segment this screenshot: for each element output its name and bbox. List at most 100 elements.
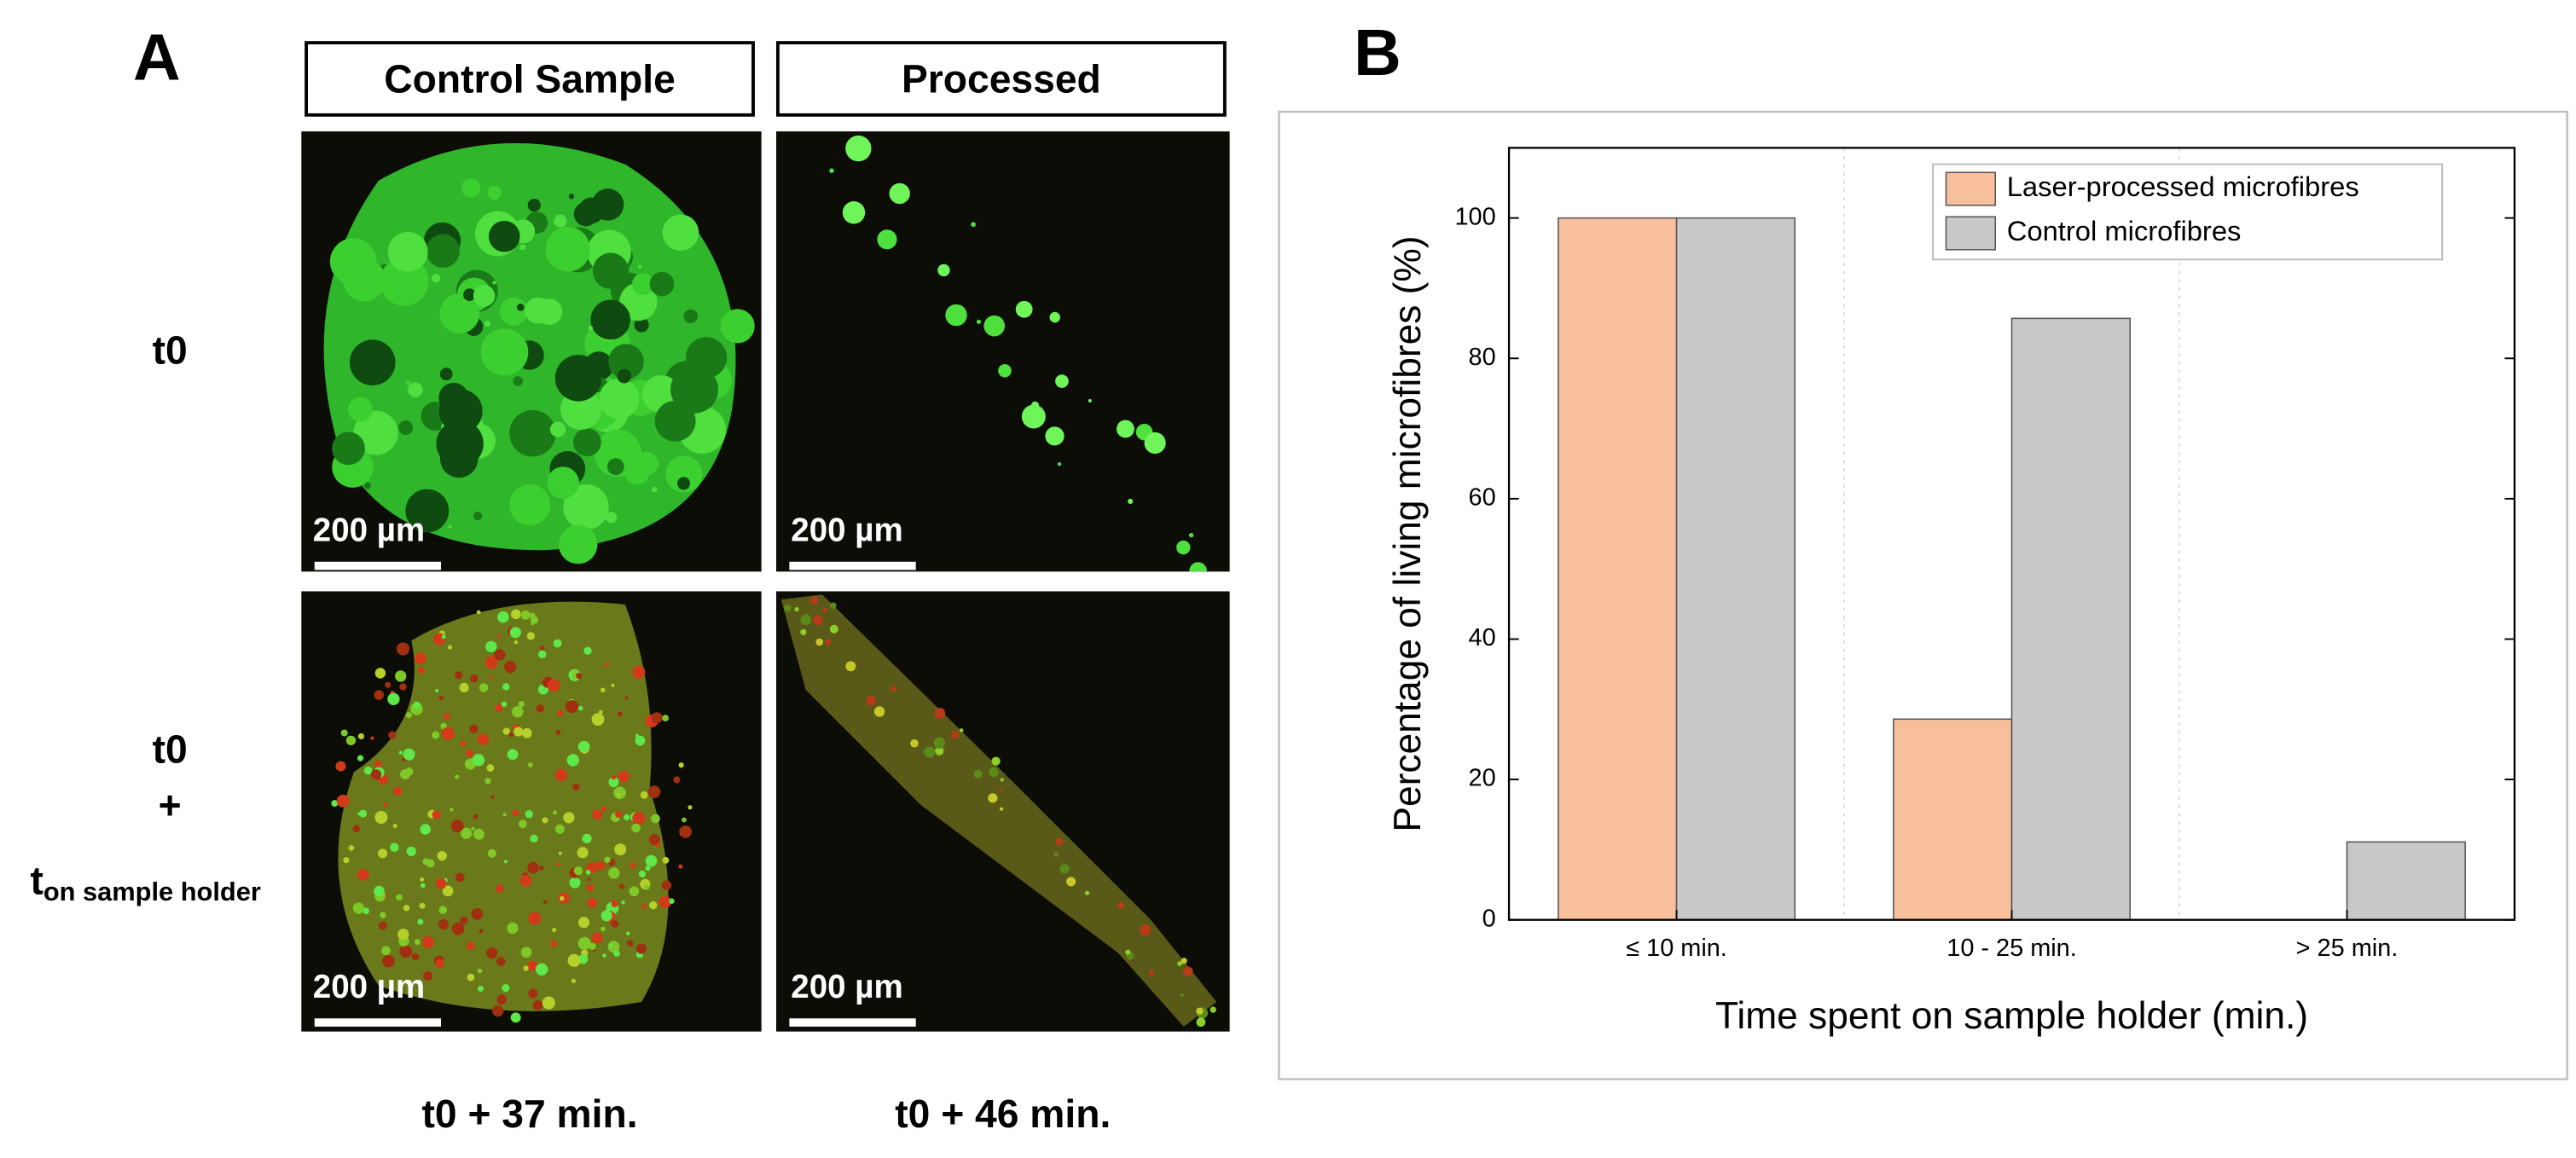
cell (526, 632, 536, 640)
micrographs (301, 131, 1230, 1032)
column-header: Processed (902, 57, 1101, 101)
cell (600, 910, 612, 922)
cell (450, 808, 454, 812)
cell (496, 884, 504, 893)
cell (547, 466, 579, 499)
tissue (338, 601, 669, 1011)
cell (599, 379, 640, 420)
cell (472, 754, 485, 767)
y-tick-label: 0 (1482, 905, 1496, 932)
y-tick-label: 40 (1469, 624, 1496, 651)
cell (573, 428, 601, 457)
y-tick-label: 80 (1469, 344, 1496, 371)
cell (463, 288, 476, 301)
cell (494, 649, 506, 661)
cell (552, 927, 557, 933)
cell (335, 761, 346, 772)
cell (513, 727, 524, 737)
cell (509, 483, 551, 526)
cell (934, 708, 946, 719)
cell (438, 906, 448, 914)
cell (1015, 300, 1033, 318)
cell (1000, 778, 1004, 782)
cell (1144, 431, 1166, 455)
cell (513, 376, 523, 386)
cell (625, 931, 630, 935)
cell (492, 281, 496, 285)
cell (601, 806, 607, 812)
cell (577, 847, 589, 859)
cell (563, 483, 609, 530)
cell (435, 877, 447, 889)
cell (1021, 404, 1046, 429)
cell (678, 864, 683, 869)
cell (591, 713, 605, 727)
cell (1000, 807, 1004, 811)
cell (484, 656, 498, 669)
cell (509, 409, 556, 457)
cell (377, 848, 388, 859)
cell (678, 762, 684, 768)
cell (998, 788, 1002, 793)
cell (511, 609, 521, 620)
cell (357, 812, 362, 816)
cell (1181, 958, 1187, 964)
cell (645, 866, 651, 871)
cell (608, 344, 644, 379)
cell (496, 994, 507, 1005)
cell (486, 336, 495, 345)
cell (431, 273, 441, 283)
cell (348, 845, 355, 851)
cell (398, 750, 403, 755)
cell (343, 258, 386, 302)
cell (519, 819, 527, 829)
cell (492, 1005, 504, 1017)
cell (403, 905, 410, 912)
cell (1196, 1007, 1204, 1015)
cell (509, 627, 521, 639)
cell (486, 764, 495, 772)
cell (485, 640, 497, 652)
cell (800, 628, 807, 635)
cell (976, 319, 981, 324)
cell (466, 941, 475, 951)
cell (488, 220, 520, 252)
row-label: t0 (153, 727, 188, 771)
cell (532, 999, 543, 1010)
cell (555, 729, 561, 735)
cell (617, 711, 623, 717)
cell (618, 770, 630, 783)
cell (830, 602, 837, 610)
scale-bars: 200 µm 200 µm 200 µm 200 µm (313, 512, 916, 1027)
scale-bar (789, 1018, 916, 1027)
cell (502, 813, 507, 817)
cell (617, 368, 632, 384)
cell (499, 297, 528, 326)
cell (629, 862, 636, 869)
cell (476, 610, 481, 615)
cell (661, 880, 672, 891)
cell (340, 729, 348, 737)
cell (877, 229, 897, 250)
cell (374, 690, 385, 700)
cell (523, 965, 529, 971)
cell (442, 885, 454, 897)
cell (1210, 1006, 1216, 1013)
cell (577, 705, 583, 711)
cell (530, 834, 538, 842)
cell (1128, 498, 1134, 504)
cell (600, 687, 606, 693)
cell (554, 824, 565, 834)
x-tick-label: ≤ 10 min. (1626, 935, 1727, 962)
cell (606, 458, 624, 476)
cell (528, 762, 533, 767)
cell (331, 800, 339, 808)
cell (842, 201, 866, 224)
cell (566, 754, 579, 767)
cell (503, 860, 508, 864)
row-label: t0 (153, 327, 188, 372)
cell (951, 731, 960, 739)
cell (631, 273, 654, 295)
cell (536, 704, 545, 713)
